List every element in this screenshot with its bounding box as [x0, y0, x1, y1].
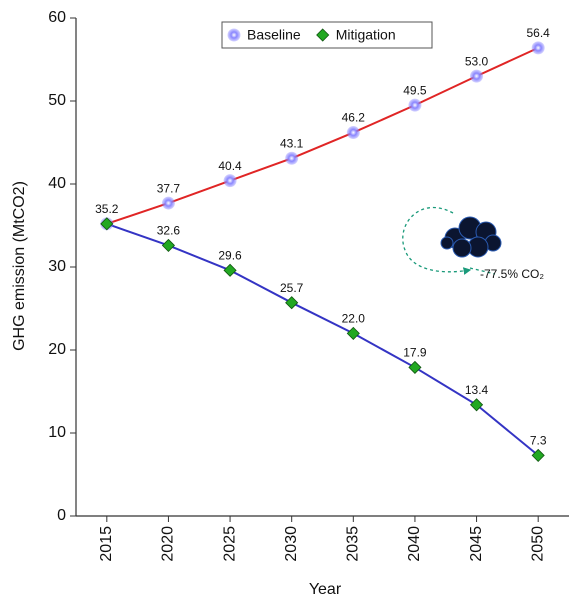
data-label: 13.4 — [465, 383, 489, 397]
data-label: 17.9 — [403, 346, 427, 360]
data-point — [161, 238, 176, 252]
y-tick-label: 60 — [48, 9, 66, 26]
data-label: 22.0 — [342, 312, 366, 326]
data-label: 29.6 — [218, 248, 242, 262]
series-line — [106, 222, 539, 457]
y-tick-label: 30 — [48, 258, 66, 275]
data-label: 35.2 — [95, 202, 119, 216]
data-label: 25.7 — [280, 281, 304, 295]
data-point — [223, 174, 237, 188]
x-tick-label: 2020 — [160, 526, 177, 562]
x-tick-label: 2015 — [98, 526, 115, 562]
data-point — [285, 296, 299, 310]
legend-marker — [316, 28, 330, 42]
x-tick-label: 2040 — [406, 526, 423, 562]
series-line — [106, 46, 539, 225]
data-point — [223, 263, 237, 277]
y-axis-label: GHG emission (MtCO2) — [11, 181, 28, 351]
data-point — [346, 126, 360, 140]
legend-label: Mitigation — [336, 27, 396, 43]
y-tick-label: 40 — [48, 175, 66, 192]
data-point — [531, 448, 545, 462]
data-label: 7.3 — [530, 434, 547, 448]
x-tick-label: 2050 — [529, 526, 546, 562]
data-label: 32.6 — [157, 224, 181, 238]
data-point — [469, 398, 484, 412]
legend-marker — [227, 28, 241, 42]
y-tick-label: 20 — [48, 341, 66, 358]
x-tick-label: 2035 — [345, 526, 362, 562]
data-label: 46.2 — [342, 111, 366, 125]
data-point — [100, 217, 114, 231]
data-label: 56.4 — [527, 26, 551, 40]
data-point — [408, 360, 422, 374]
data-point — [408, 98, 422, 112]
y-tick-label: 10 — [48, 424, 66, 441]
data-point — [346, 326, 360, 340]
data-label: 53.0 — [465, 54, 489, 68]
y-tick-label: 0 — [57, 507, 66, 524]
data-label: 43.1 — [280, 136, 304, 150]
annotation: -77.5% CO₂ — [480, 267, 544, 281]
x-axis-label: Year — [309, 581, 342, 598]
annotation-icon — [402, 206, 502, 275]
x-tick-label: 2030 — [283, 526, 300, 562]
x-tick-label: 2045 — [468, 526, 485, 562]
legend-label: Baseline — [247, 27, 301, 43]
y-tick-label: 50 — [48, 92, 66, 109]
x-tick-label: 2025 — [221, 526, 238, 562]
data-point — [470, 69, 484, 83]
data-point — [161, 196, 175, 210]
data-point — [285, 151, 299, 165]
data-point — [531, 41, 545, 55]
data-label: 37.7 — [157, 181, 181, 195]
data-label: 49.5 — [403, 83, 427, 97]
data-label: 40.4 — [218, 159, 242, 173]
